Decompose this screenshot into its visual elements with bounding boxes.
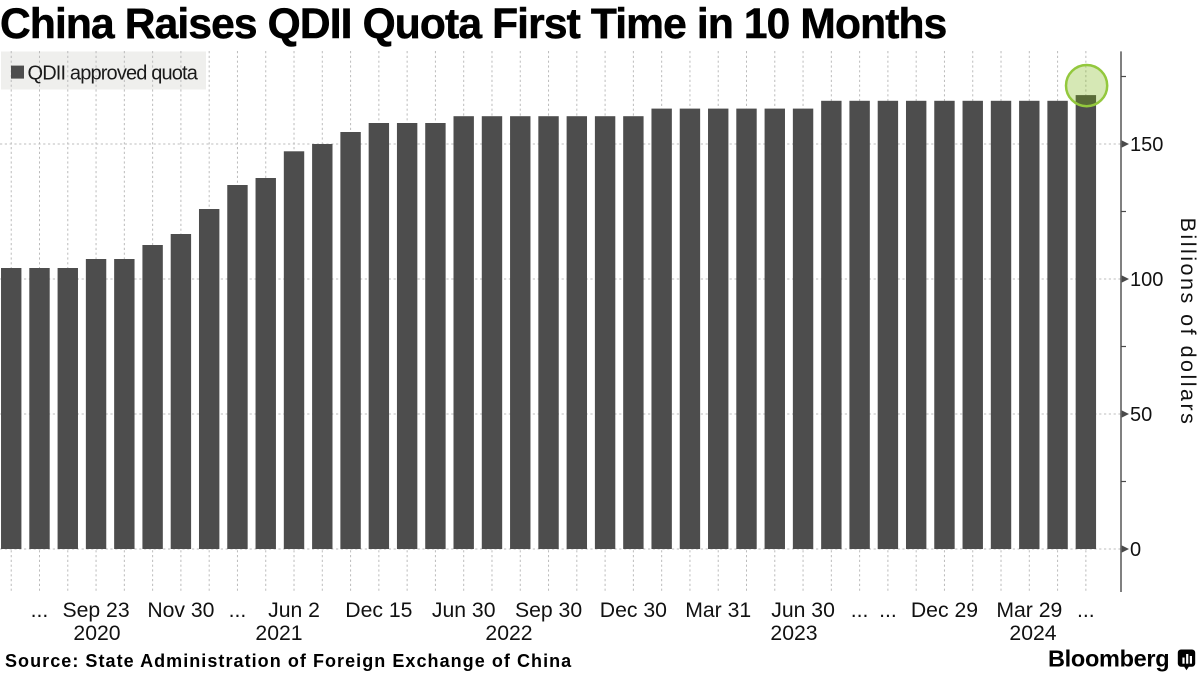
svg-text:Dec 30: Dec 30 — [600, 599, 667, 622]
svg-text:China Raises QDII Quota First: China Raises QDII Quota First Time in 10… — [0, 1, 946, 48]
svg-text:150: 150 — [1130, 134, 1163, 156]
svg-text:Jun 30: Jun 30 — [771, 599, 835, 622]
svg-text:Jun 2: Jun 2 — [268, 599, 320, 622]
svg-text:Sep 30: Sep 30 — [515, 599, 582, 622]
svg-text:2022: 2022 — [485, 622, 532, 645]
svg-text:2024: 2024 — [1009, 622, 1056, 645]
svg-text:Sep 23: Sep 23 — [62, 599, 129, 622]
svg-text:Billions of dollars: Billions of dollars — [1176, 218, 1200, 427]
svg-text:Jun 30: Jun 30 — [432, 599, 496, 622]
svg-text:...: ... — [851, 599, 869, 622]
svg-text:2023: 2023 — [770, 622, 817, 645]
svg-text:2020: 2020 — [73, 622, 120, 645]
svg-text:100: 100 — [1130, 269, 1163, 291]
svg-text:Nov 30: Nov 30 — [147, 599, 214, 622]
svg-text:Bloomberg: Bloomberg — [1048, 645, 1169, 671]
svg-text:...: ... — [879, 599, 897, 622]
svg-text:...: ... — [31, 599, 49, 622]
svg-text:QDII approved quota: QDII approved quota — [28, 62, 199, 84]
svg-text:Mar 29: Mar 29 — [996, 599, 1062, 622]
svg-text:0: 0 — [1130, 539, 1141, 561]
svg-text:Source: State Administration o: Source: State Administration of Foreign … — [5, 651, 572, 671]
svg-text:...: ... — [1077, 599, 1095, 622]
svg-text:2021: 2021 — [255, 622, 302, 645]
svg-text:50: 50 — [1130, 404, 1152, 426]
svg-text:Dec 15: Dec 15 — [345, 599, 412, 622]
svg-text:Dec 29: Dec 29 — [911, 599, 978, 622]
svg-text:...: ... — [229, 599, 247, 622]
svg-text:Mar 31: Mar 31 — [685, 599, 751, 622]
